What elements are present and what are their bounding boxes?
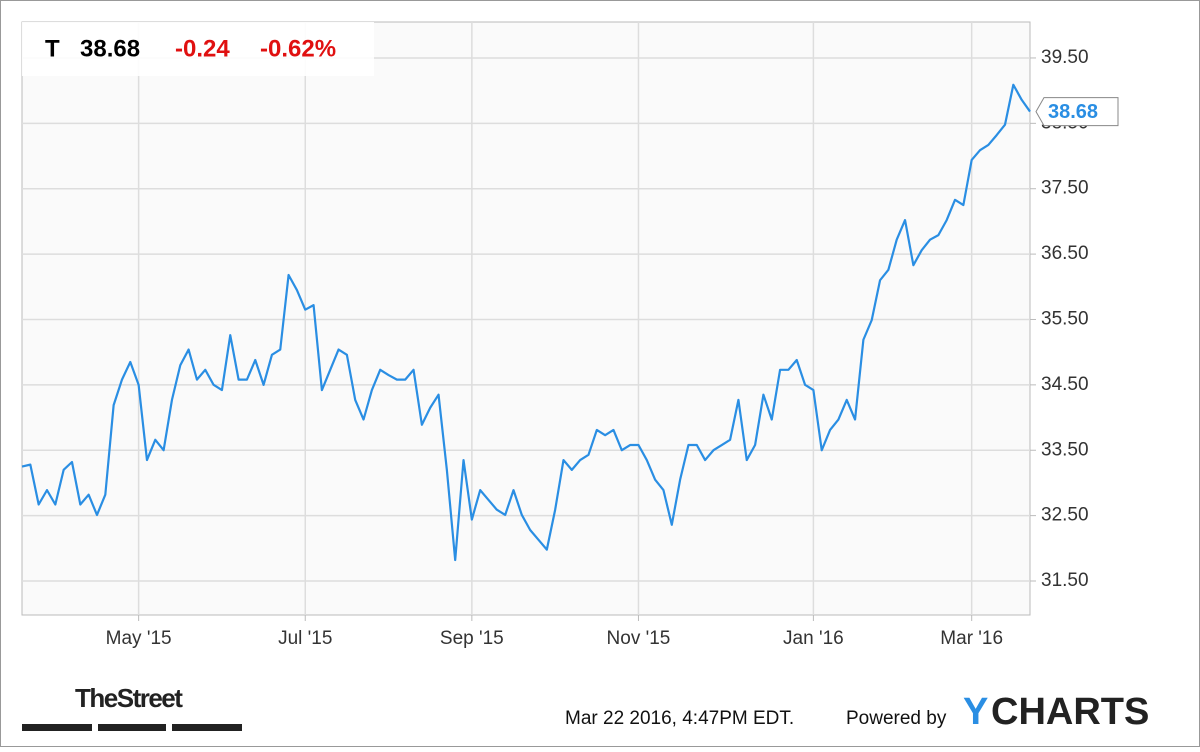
y-tick-label: 31.50 (1041, 570, 1089, 591)
grid (22, 22, 1036, 621)
last-price-tag (1035, 97, 1119, 127)
x-tick-label: Jan '16 (783, 628, 844, 649)
change-percent: -0.62% (260, 35, 336, 62)
logo-bar (98, 724, 166, 731)
y-tick-label: 32.50 (1041, 505, 1089, 526)
y-tick-label: 33.50 (1041, 439, 1089, 460)
y-tick-label: 39.50 (1041, 47, 1089, 68)
powered-by: Powered by (846, 708, 947, 729)
logo-bar (172, 724, 242, 731)
provider-name: CHARTS (991, 691, 1149, 733)
symbol: T (45, 35, 60, 62)
timestamp: Mar 22 2016, 4:47PM EDT. (565, 708, 794, 729)
header-box (22, 22, 374, 76)
last-price-label: 38.68 (1048, 101, 1098, 123)
price: 38.68 (80, 35, 140, 62)
x-tick-label: Jul '15 (278, 628, 332, 649)
y-tick-label: 36.50 (1041, 243, 1089, 264)
brand-logo: TheStreet (75, 683, 183, 713)
y-tick-label: 37.50 (1041, 178, 1089, 199)
y-tick-label: 34.50 (1041, 374, 1089, 395)
marks (21, 83, 1031, 562)
logo-bar (22, 724, 92, 731)
x-tick-label: May '15 (106, 628, 172, 649)
x-tick-label: Sep '15 (440, 628, 504, 649)
x-tick-label: Mar '16 (940, 628, 1003, 649)
provider-initial: Y (963, 691, 988, 733)
price-line (21, 83, 1031, 562)
plot-area (21, 21, 1031, 616)
y-tick-label: 35.50 (1041, 308, 1089, 329)
x-tick-label: Nov '15 (607, 628, 671, 649)
change: -0.24 (175, 35, 230, 62)
